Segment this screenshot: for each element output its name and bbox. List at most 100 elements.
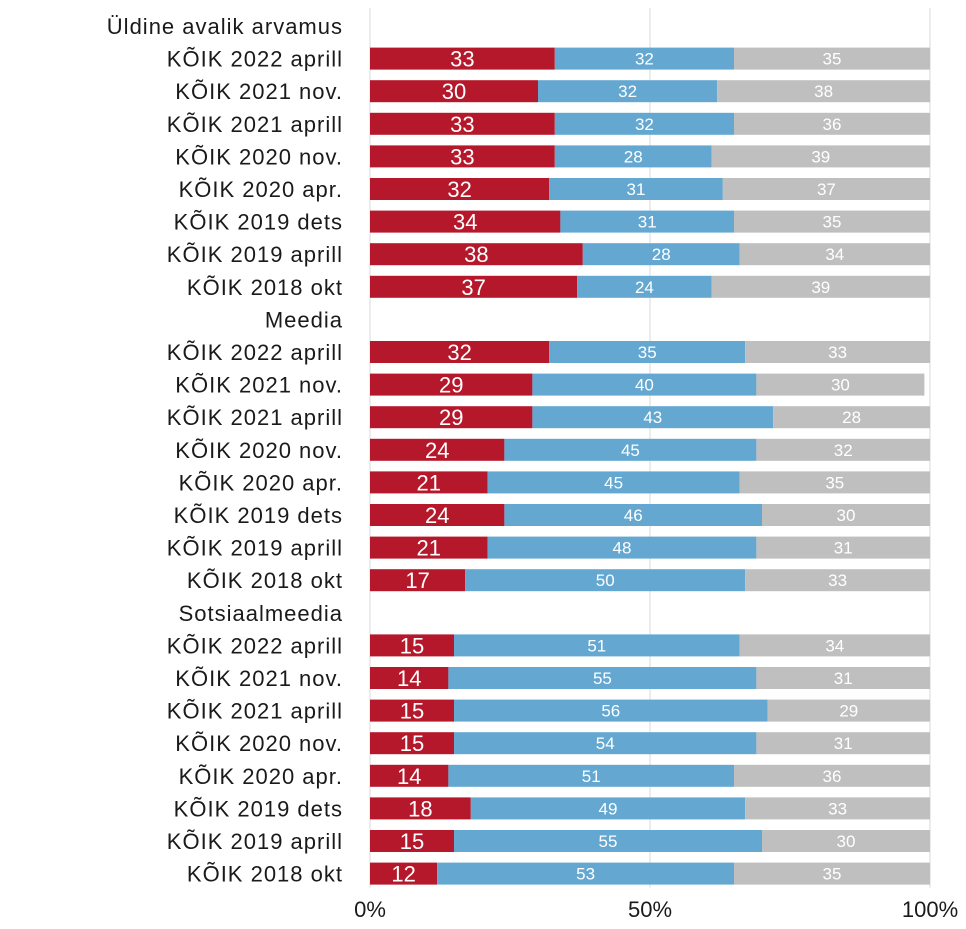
bar-value-label: 29 (439, 373, 463, 398)
bar-value-label: 35 (825, 473, 844, 492)
category-label: KÕIK 2022 aprill (167, 633, 343, 658)
bar-segment (454, 634, 740, 657)
bar-value-label: 30 (837, 832, 856, 851)
bar-segment (454, 830, 762, 852)
bar-segment (487, 536, 757, 559)
bar-value-label: 49 (599, 799, 618, 818)
bar-value-label: 31 (834, 734, 853, 753)
category-label: KÕIK 2018 okt (187, 862, 343, 887)
group-header-label: Sotsiaalmeedia (179, 601, 343, 626)
bar-segment (711, 275, 930, 298)
bar-value-label: 51 (582, 767, 601, 786)
category-label: KÕIK 2019 aprill (167, 242, 343, 267)
bar-segment (370, 667, 449, 689)
bar-segment (739, 634, 930, 657)
bar-value-label: 32 (618, 82, 637, 101)
bar-value-label: 39 (811, 147, 830, 166)
x-axis-ticks: 0% 50% 100% (354, 897, 958, 922)
bar-segment (756, 732, 930, 755)
bar-value-label: 29 (839, 702, 858, 721)
bar-value-label: 45 (604, 473, 623, 492)
bar-segment (454, 732, 757, 755)
bar-value-label: 35 (823, 50, 842, 69)
category-label: KÕIK 2020 apr. (179, 177, 343, 202)
bar-value-label: 15 (400, 633, 424, 658)
bar-value-label: 38 (814, 82, 833, 101)
bar-value-label: 15 (400, 699, 424, 724)
bar-segment (370, 373, 533, 396)
category-label: KÕIK 2021 aprill (167, 699, 343, 724)
bar-segment (773, 406, 930, 429)
category-label: KÕIK 2022 aprill (167, 340, 343, 365)
bar-segment (370, 569, 466, 592)
category-label: KÕIK 2020 nov. (175, 731, 343, 756)
bar-value-label: 32 (635, 115, 654, 134)
bar-segment (577, 275, 712, 298)
bar-segment (448, 667, 757, 689)
bar-value-label: 31 (627, 180, 646, 199)
bar-segment (711, 145, 930, 168)
bar-segment (756, 536, 930, 559)
bar-segment (734, 47, 930, 70)
bar-value-label: 14 (397, 764, 421, 789)
category-label: KÕIK 2021 nov. (175, 79, 343, 104)
bar-value-label: 33 (828, 799, 847, 818)
bar-segment (370, 699, 454, 722)
bar-segment (370, 47, 555, 70)
bar-segment (370, 862, 438, 885)
bar-value-label: 24 (425, 438, 449, 463)
bar-segment (370, 830, 454, 852)
category-label: KÕIK 2019 dets (174, 796, 343, 821)
bar-value-label: 15 (400, 731, 424, 756)
bar-segment (739, 471, 930, 494)
bar-value-label: 35 (823, 865, 842, 884)
bar-value-label: 33 (450, 112, 474, 137)
category-label: KÕIK 2019 dets (174, 503, 343, 528)
bar-segment (554, 112, 734, 135)
bar-value-label: 32 (447, 340, 471, 365)
bar-value-label: 18 (408, 796, 432, 821)
bar-segment (370, 504, 505, 526)
bar-value-label: 12 (391, 862, 415, 887)
bar-value-label: 33 (828, 343, 847, 362)
bar-segment (549, 178, 723, 200)
bar-value-label: 46 (624, 506, 643, 525)
bar-value-label: 37 (461, 275, 485, 300)
x-tick-label: 50% (628, 897, 672, 922)
bar-value-label: 40 (635, 376, 654, 395)
bar-value-label: 48 (613, 539, 632, 558)
bar-value-label: 32 (447, 177, 471, 202)
category-label: KÕIK 2020 apr. (179, 470, 343, 495)
bar-segment (370, 210, 561, 233)
category-label: KÕIK 2018 okt (187, 275, 343, 300)
bar-value-label: 38 (464, 242, 488, 267)
bar-segment (370, 438, 505, 461)
category-label: KÕIK 2019 dets (174, 210, 343, 235)
bar-value-label: 33 (450, 47, 474, 72)
bar-value-label: 31 (834, 669, 853, 688)
bar-segment (370, 406, 533, 429)
bar-segment (762, 830, 930, 852)
bar-segment (756, 438, 930, 461)
bar-segment (734, 210, 930, 233)
bar-value-label: 30 (837, 506, 856, 525)
category-label: KÕIK 2018 okt (187, 568, 343, 593)
bar-segment (722, 178, 930, 200)
bar-value-label: 34 (825, 636, 844, 655)
bar-value-label: 56 (601, 702, 620, 721)
bar-segment (370, 536, 488, 559)
bar-segment (745, 797, 930, 820)
category-label: KÕIK 2020 apr. (179, 764, 343, 789)
bar-value-label: 50 (596, 571, 615, 590)
bar-value-label: 36 (823, 767, 842, 786)
bar-segment (739, 243, 930, 266)
bar-value-label: 43 (643, 408, 662, 427)
bar-segment (554, 47, 734, 70)
bar-segment (532, 373, 757, 396)
bar-segment (756, 667, 930, 689)
bar-value-label: 33 (450, 144, 474, 169)
group-header-label: Meedia (265, 307, 343, 332)
bar-segment (756, 373, 925, 396)
bar-value-label: 54 (596, 734, 615, 753)
